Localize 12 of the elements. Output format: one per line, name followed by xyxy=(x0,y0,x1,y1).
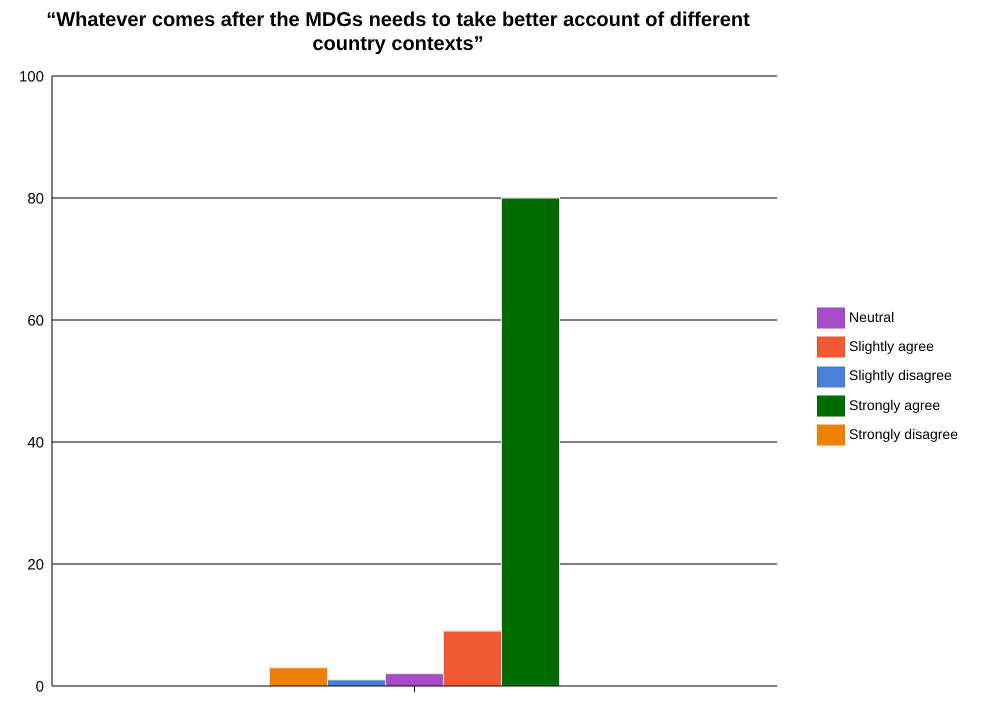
legend-label: Slightly disagree xyxy=(849,367,952,384)
y-tick-label: 0 xyxy=(36,678,44,696)
legend-label: Neutral xyxy=(849,308,894,325)
y-tick-label: 100 xyxy=(18,68,44,86)
chart-title: “Whatever comes after the MDGs needs to take better account of different country contexts” xyxy=(45,8,751,56)
legend-label: Strongly disagree xyxy=(849,426,958,442)
y-tick-label: 80 xyxy=(27,190,44,208)
y-tick-label: 60 xyxy=(27,312,44,330)
legend-label: Slightly agree xyxy=(849,338,934,354)
y-tick-label: 20 xyxy=(27,556,44,574)
legend-label: Strongly agree xyxy=(849,396,940,413)
y-tick-label: 40 xyxy=(27,434,44,452)
